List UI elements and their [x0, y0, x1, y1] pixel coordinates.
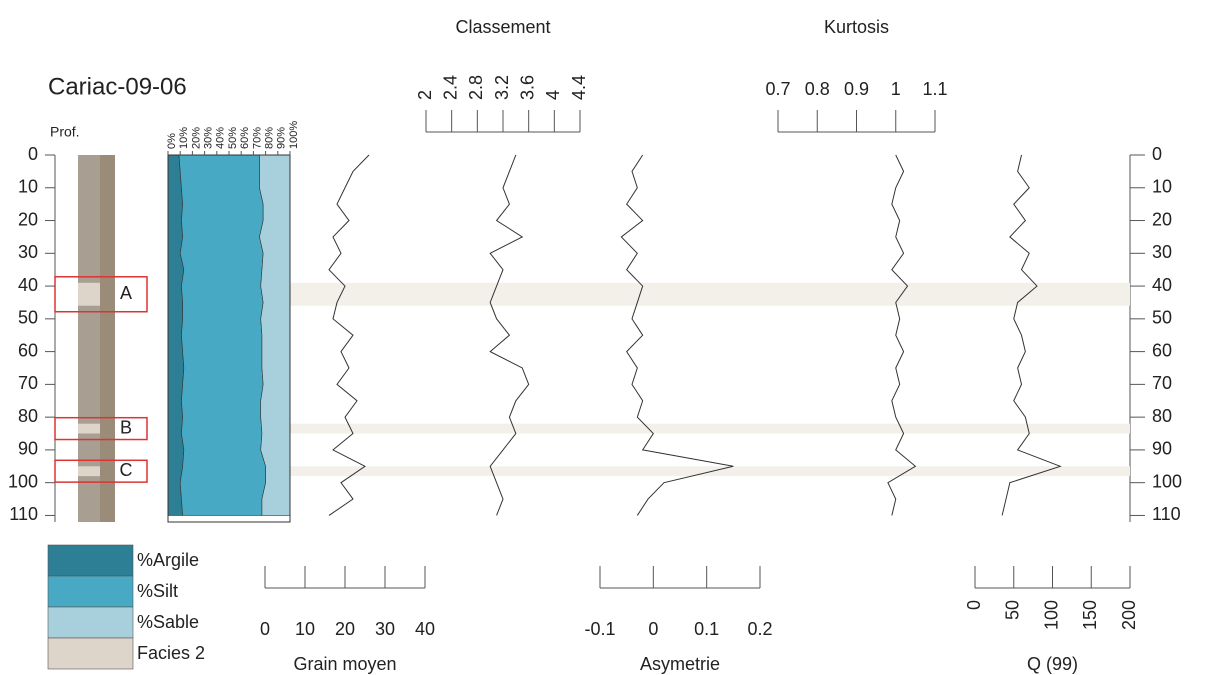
legend-swatch [47, 637, 134, 670]
legend-swatch [47, 606, 134, 639]
panel-title: Asymetrie [640, 654, 720, 674]
profile-line [489, 154, 530, 516]
scale-tick-label: 0 [260, 619, 270, 639]
scale-tick-label: 100 [1041, 600, 1061, 630]
legend-label: Facies 2 [137, 643, 205, 663]
facies-on-core [78, 423, 100, 434]
composition-tick-label: 90% [276, 127, 288, 149]
composition-area [259, 154, 291, 516]
facies-on-core [78, 282, 100, 306]
depth-tick-label-right: 100 [1152, 471, 1182, 491]
scale-tick-label: 0 [648, 619, 658, 639]
depth-tick-label-right: 50 [1152, 308, 1172, 328]
depth-tick-label: 40 [18, 275, 38, 295]
scale-tick-label: 0.7 [765, 79, 790, 99]
scale-tick-label: 2.4 [440, 75, 460, 100]
depth-axis-label: Prof. [50, 124, 80, 140]
composition-tick-label: 30% [203, 127, 215, 149]
panel-title: Q (99) [1027, 654, 1078, 674]
scale-tick-label: 1 [891, 79, 901, 99]
core-photo-strip [100, 155, 115, 522]
depth-tick-label: 20 [18, 209, 38, 229]
legend-label: %Argile [137, 550, 199, 570]
scale-tick-label: 0.8 [805, 79, 830, 99]
profile-line [328, 154, 370, 516]
scale-tick-label: 0.9 [844, 79, 869, 99]
depth-tick-label-right: 30 [1152, 242, 1172, 262]
depth-tick-label-right: 40 [1152, 275, 1172, 295]
profile-line [887, 154, 917, 516]
scale-tick-label: 50 [1003, 600, 1023, 620]
depth-tick-label-right: 110 [1152, 504, 1181, 524]
scale-tick-label: 200 [1119, 600, 1139, 630]
scale-tick-label: 2 [415, 90, 435, 100]
scale-tick-label: 0.1 [694, 619, 719, 639]
depth-tick-label: 30 [18, 242, 38, 262]
scale-tick-label: 4 [543, 90, 563, 100]
figure-title: Cariac-09-06 [48, 73, 187, 100]
zone-label: C [120, 460, 133, 480]
depth-tick-label-right: 20 [1152, 209, 1172, 229]
scale-tick-label: 3.2 [492, 75, 512, 100]
depth-tick-label: 110 [9, 504, 38, 524]
composition-tick-label: 70% [251, 127, 263, 149]
composition-tick-label: 20% [190, 127, 202, 149]
legend-label: %Sable [137, 612, 199, 632]
scale-tick-label: 2.8 [466, 75, 486, 100]
profile-line [1001, 154, 1062, 516]
legend-swatch [47, 544, 134, 577]
composition-area [178, 154, 266, 516]
facies-on-core [78, 466, 100, 477]
depth-tick-label: 100 [8, 471, 38, 491]
panel-title: Classement [455, 17, 550, 37]
composition-tick-label: 100% [288, 121, 300, 149]
depth-tick-label-right: 60 [1152, 340, 1172, 360]
composition-tick-label: 10% [178, 127, 190, 149]
scale-tick-label: 20 [335, 619, 355, 639]
zone-band [290, 423, 1130, 434]
scale-tick-label: 10 [295, 619, 315, 639]
scale-tick-label: 30 [375, 619, 395, 639]
zone-box [54, 459, 148, 483]
scale-tick-label: 1.1 [922, 79, 947, 99]
legend-swatch [47, 575, 134, 608]
depth-tick-label-right: 10 [1152, 177, 1172, 197]
depth-tick-label: 80 [18, 406, 38, 426]
composition-tick-label: 60% [239, 127, 251, 149]
depth-tick-label-right: 90 [1152, 439, 1172, 459]
composition-tick-label: 0% [166, 133, 178, 149]
panel-title: Kurtosis [824, 17, 889, 37]
depth-tick-label-right: 0 [1152, 144, 1162, 164]
depth-tick-label-right: 70 [1152, 373, 1172, 393]
zone-label: A [120, 283, 132, 303]
scale-tick-label: 40 [415, 619, 435, 639]
depth-tick-label: 60 [18, 340, 38, 360]
zone-label: B [120, 417, 132, 437]
scale-tick-label: 0 [964, 600, 984, 610]
zone-box [54, 416, 148, 441]
zone-box [54, 276, 148, 313]
scale-tick-label: 4.4 [569, 75, 589, 100]
composition-tick-label: 40% [215, 127, 227, 149]
scale-tick-label: -0.1 [584, 619, 615, 639]
composition-tick-label: 80% [264, 127, 276, 149]
depth-tick-label: 90 [18, 439, 38, 459]
composition-tick-label: 50% [227, 127, 239, 149]
zone-band [290, 282, 1130, 306]
legend-label: %Silt [137, 581, 178, 601]
profile-line [620, 154, 734, 516]
depth-tick-label: 0 [28, 144, 38, 164]
scale-tick-label: 150 [1080, 600, 1100, 630]
panel-title: Grain moyen [293, 654, 396, 674]
scale-tick-label: 3.6 [517, 75, 537, 100]
depth-tick-label: 70 [18, 373, 38, 393]
scale-tick-label: 0.2 [747, 619, 772, 639]
depth-tick-label-right: 80 [1152, 406, 1172, 426]
zone-band [290, 466, 1130, 477]
depth-tick-label: 50 [18, 308, 38, 328]
depth-tick-label: 10 [18, 177, 38, 197]
